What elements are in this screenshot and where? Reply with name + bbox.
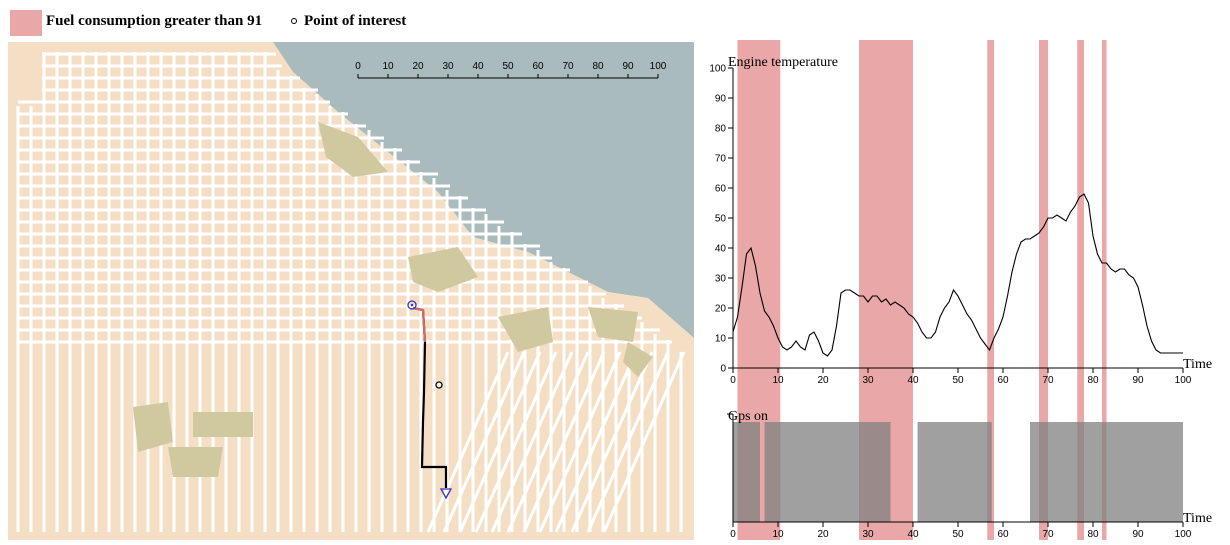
gps-x-tick-label: 60 xyxy=(997,529,1009,540)
scale-tick-label: 0 xyxy=(355,61,361,72)
temp-x-tick-label: 60 xyxy=(997,375,1009,386)
temp-x-tick-label: 70 xyxy=(1042,375,1054,386)
gps-chart xyxy=(733,422,1183,522)
scale-tick-label: 30 xyxy=(442,61,454,72)
gps-on-interval xyxy=(764,422,891,522)
route-high-fuel-segment xyxy=(412,306,427,343)
gps-x-tick-label: 50 xyxy=(952,529,964,540)
temp-x-tick-label: 20 xyxy=(817,375,829,386)
gps-on-interval xyxy=(1030,422,1183,522)
route-end-marker[interactable] xyxy=(439,488,453,500)
gps-x-tick-label: 0 xyxy=(730,529,736,540)
temp-x-tick-label: 10 xyxy=(772,375,784,386)
temp-x-tick-label: 50 xyxy=(952,375,964,386)
temp-y-tick-label: 70 xyxy=(715,154,727,165)
fuel-legend-swatch xyxy=(10,10,42,36)
temp-y-tick-label: 50 xyxy=(715,214,727,225)
poi-legend-label: Point of interest xyxy=(304,13,407,29)
temp-ylabel: Engine temperature xyxy=(728,55,838,70)
scale-tick-label: 20 xyxy=(412,61,424,72)
map-scale-bar: 0 10 20 30 40 50 60 70 80 90 100 xyxy=(355,61,667,79)
scale-tick-label: 50 xyxy=(502,61,514,72)
scale-tick-label: 80 xyxy=(592,61,604,72)
fuel-band xyxy=(987,40,994,540)
park-area xyxy=(498,307,553,352)
fuel-band xyxy=(1102,40,1107,540)
fuel-band xyxy=(1077,40,1084,540)
route-start-marker[interactable] xyxy=(407,300,417,310)
gps-x-tick-label: 40 xyxy=(907,529,919,540)
parks xyxy=(133,122,653,477)
route-start-dot xyxy=(410,303,414,307)
poi-legend-icon xyxy=(291,18,297,24)
point-of-interest-marker[interactable] xyxy=(435,381,443,389)
park-area xyxy=(318,122,388,177)
gps-x-tick-label: 80 xyxy=(1087,529,1099,540)
scale-tick-label: 40 xyxy=(472,61,484,72)
street-network xyxy=(16,52,686,533)
charts-panel: 0 10 20 30 40 50 60 70 80 90 100 0 10 20 30 40 50 60 70 80 9… xyxy=(700,40,1228,545)
park-area xyxy=(193,412,253,437)
temp-y-tick-label: 0 xyxy=(720,364,726,375)
map-canvas[interactable]: 0 10 20 30 40 50 60 70 80 90 100 xyxy=(8,42,694,540)
temp-y-tick-label: 90 xyxy=(715,94,727,105)
temp-y-tick-label: 20 xyxy=(715,304,727,315)
gps-x-tick-label: 90 xyxy=(1132,529,1144,540)
fuel-legend-label: Fuel consumption greater than 91 xyxy=(46,13,263,29)
gps-ylabel: Gps on xyxy=(728,409,768,424)
park-area xyxy=(168,447,223,477)
park-area xyxy=(133,402,173,452)
temp-y-tick-label: 60 xyxy=(715,184,727,195)
temp-x-tick-label: 100 xyxy=(1175,375,1192,386)
temp-y-tick-label: 30 xyxy=(715,274,727,285)
gps-x-tick-label: 20 xyxy=(817,529,829,540)
temp-x-tick-label: 90 xyxy=(1132,375,1144,386)
scale-tick-label: 100 xyxy=(650,61,667,72)
temp-x-tick-label: 30 xyxy=(862,375,874,386)
temp-y-tick-label: 100 xyxy=(709,64,726,75)
street-map[interactable]: 0 10 20 30 40 50 60 70 80 90 100 xyxy=(8,42,694,540)
scale-tick-label: 90 xyxy=(622,61,634,72)
gps-x-tick-label: 100 xyxy=(1175,529,1192,540)
temp-x-tick-label: 40 xyxy=(907,375,919,386)
temp-y-tick-label: 10 xyxy=(715,334,727,345)
temp-x-tick-label: 80 xyxy=(1087,375,1099,386)
temp-xlabel: Time xyxy=(1183,357,1212,372)
gps-x-tick-label: 30 xyxy=(862,529,874,540)
park-area xyxy=(588,307,638,342)
gps-x-tick-label: 70 xyxy=(1042,529,1054,540)
shoreline xyxy=(248,42,694,372)
engine-temperature-line xyxy=(732,193,1183,357)
gps-xlabel: Time xyxy=(1183,511,1212,526)
scale-tick-label: 60 xyxy=(532,61,544,72)
temp-y-tick-label: 80 xyxy=(715,124,727,135)
scale-tick-label: 10 xyxy=(382,61,394,72)
legend: Fuel consumption greater than 91 Point o… xyxy=(0,0,700,42)
park-area xyxy=(408,247,478,292)
temp-y-tick-label: 40 xyxy=(715,244,727,255)
scale-tick-label: 70 xyxy=(562,61,574,72)
gps-on-interval xyxy=(733,422,760,522)
water xyxy=(273,42,694,338)
gps-on-interval xyxy=(917,422,992,522)
gps-x-tick-label: 10 xyxy=(772,529,784,540)
engine-temperature-chart xyxy=(732,193,1183,357)
temp-x-tick-label: 0 xyxy=(730,375,736,386)
park-area xyxy=(623,342,653,377)
fuel-band xyxy=(1039,40,1048,540)
